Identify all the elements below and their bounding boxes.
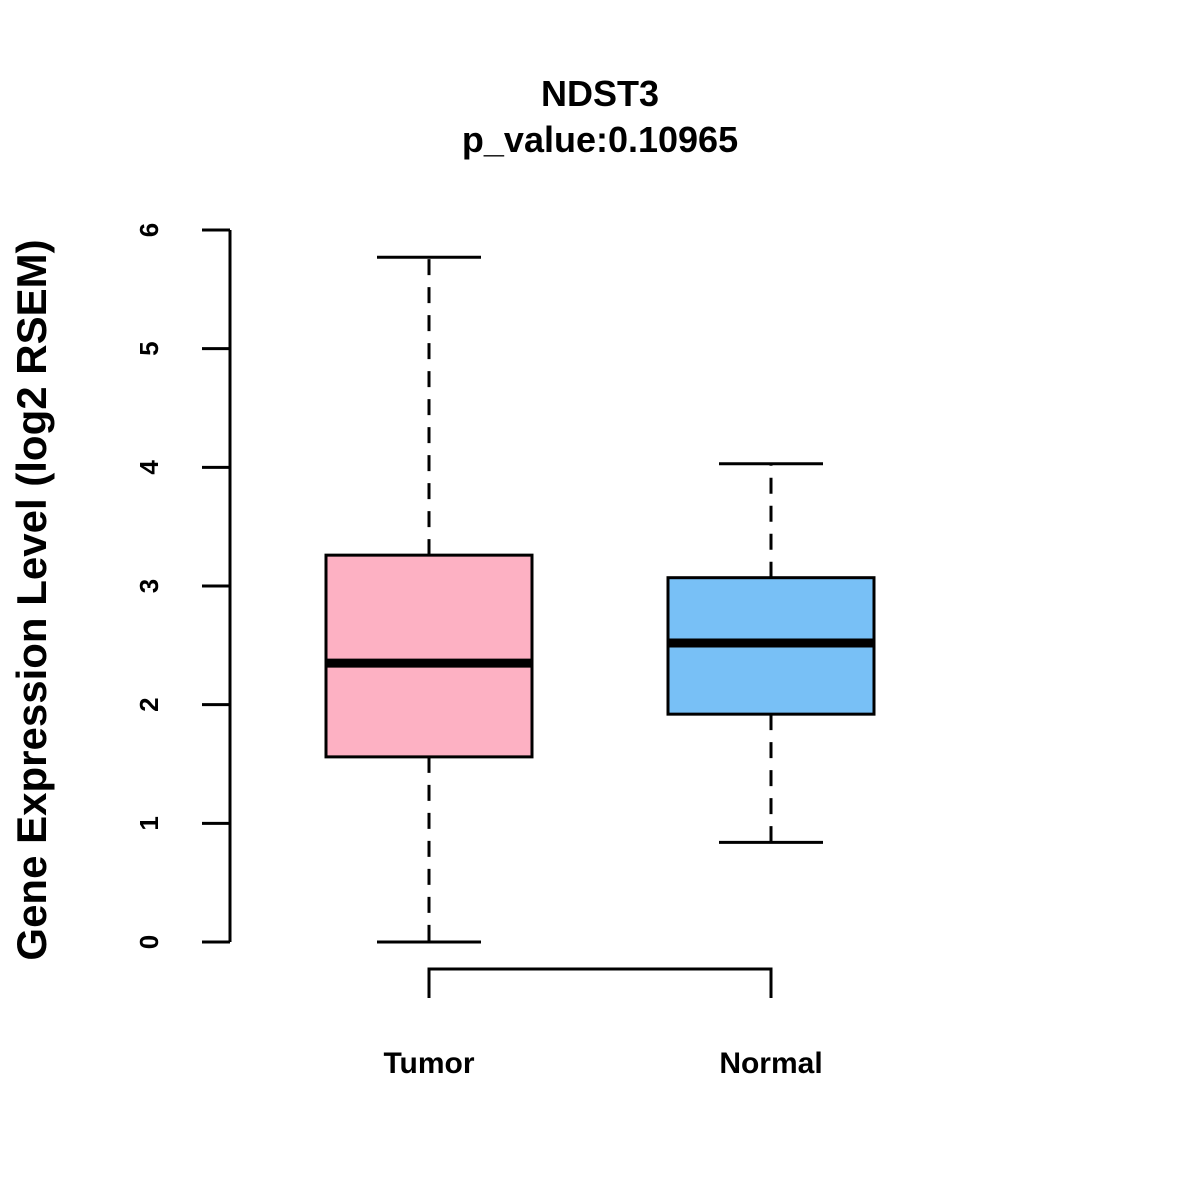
y-tick-label: 0: [134, 935, 164, 949]
y-tick-label: 6: [134, 223, 164, 237]
y-tick-label: 1: [134, 816, 164, 830]
x-axis-category-labels: Tumor Normal: [383, 1047, 822, 1080]
chart-title: NDST3: [541, 73, 659, 114]
y-tick-label: 2: [134, 697, 164, 711]
x-category-label: Normal: [719, 1047, 822, 1080]
box-tumor: [324, 255, 534, 944]
chart-subtitle: p_value:0.10965: [462, 119, 738, 160]
comparison-bracket: [427, 967, 773, 998]
y-axis-label: Gene Expression Level (log2 RSEM): [8, 239, 55, 960]
y-tick-label: 3: [134, 579, 164, 593]
x-category-label: Tumor: [383, 1047, 474, 1080]
boxes-group: [324, 255, 876, 944]
bracket-line: [427, 967, 773, 998]
box-iqr: [324, 553, 534, 759]
y-tick-label: 4: [134, 460, 164, 475]
box-normal: [666, 462, 876, 844]
y-axis: 0 1 2 3 4 5 6: [134, 223, 232, 949]
y-tick-label: 5: [134, 341, 164, 355]
